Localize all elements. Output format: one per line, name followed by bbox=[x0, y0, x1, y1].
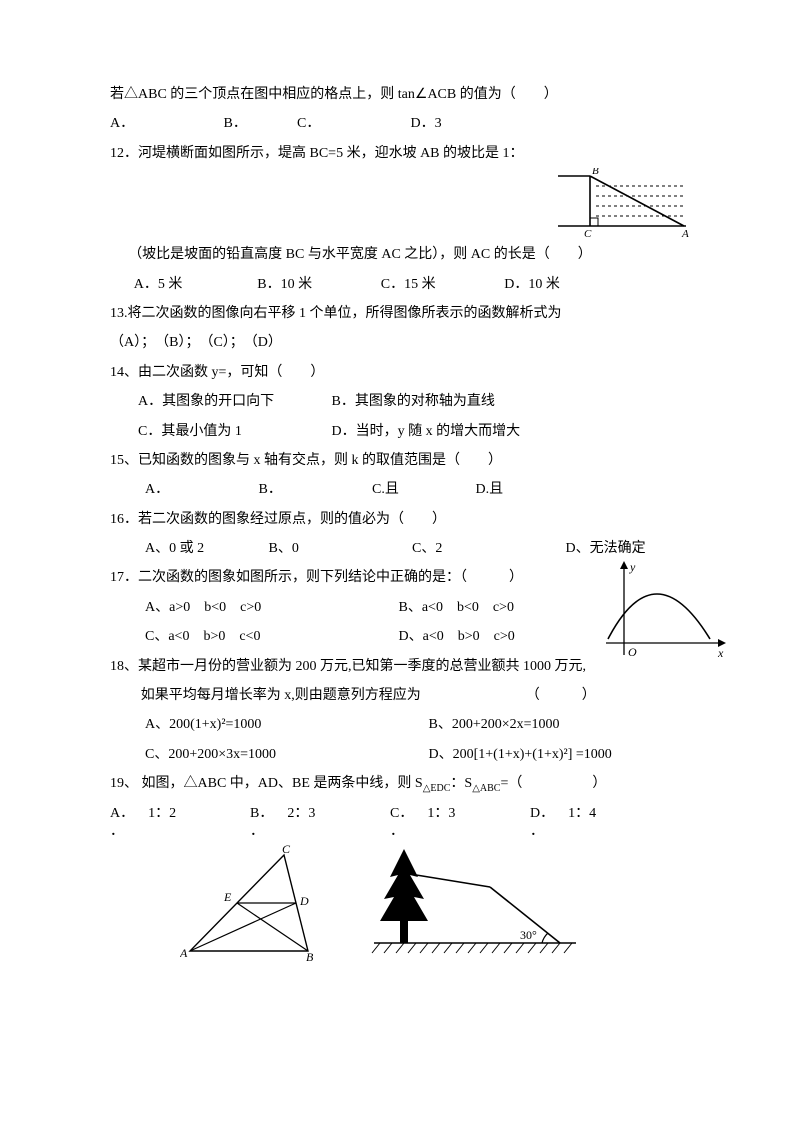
q19-stem-b: =（ ） bbox=[500, 776, 606, 791]
q17-opt-c: C、a<0 b>0 c<0 bbox=[145, 622, 395, 651]
q18-opt-b: B、200+200×2x=1000 bbox=[429, 710, 560, 739]
svg-text:A: A bbox=[180, 946, 188, 960]
q12-figure: B C A bbox=[554, 168, 690, 238]
svg-text:30°: 30° bbox=[520, 928, 537, 942]
q19-opt-a: 1：2 bbox=[148, 799, 176, 828]
svg-text:B: B bbox=[306, 950, 314, 963]
q19-figures: A B C E D 30° bbox=[110, 843, 690, 963]
svg-text:D: D bbox=[299, 894, 309, 908]
svg-text:O: O bbox=[628, 645, 637, 659]
q17-figure: y x O bbox=[600, 559, 730, 669]
q15-stem: 15、已知函数的图象与 x 轴有交点，则 k 的取值范围是（ ） bbox=[110, 446, 690, 475]
svg-text:C: C bbox=[584, 228, 592, 238]
q12-opt-d: D．10 米 bbox=[504, 270, 560, 299]
q12-cont: （坡比是坡面的铅直高度 BC 与水平宽度 AC 之比），则 AC 的长是（ ） bbox=[110, 240, 690, 269]
q18-row1: A、200(1+x)²=1000 B、200+200×2x=1000 bbox=[110, 710, 690, 739]
q11-stem: 若△ABC 的三个顶点在图中相应的格点上，则 tan∠ACB 的值为（ ） bbox=[110, 80, 690, 109]
svg-text:A: A bbox=[681, 228, 689, 238]
q19-sub1: △EDC bbox=[423, 783, 451, 794]
q14-opt-c: C．其最小值为 1 bbox=[138, 417, 328, 446]
q19-figure-slope: 30° bbox=[370, 843, 580, 963]
q11-options: A． B． C． D．3 bbox=[110, 109, 690, 138]
q19-sub2: △ABC bbox=[472, 783, 500, 794]
q18-opt-a: A、200(1+x)²=1000 bbox=[145, 710, 425, 739]
q19-opt-c: 1：3 bbox=[427, 799, 455, 828]
q12-stem: 12．河堤横断面如图所示，堤高 BC=5 米，迎水坡 AB 的坡比是 1： bbox=[110, 139, 690, 168]
q14-opt-b: B．其图象的对称轴为直线 bbox=[332, 387, 495, 416]
q19-mid: ：S bbox=[450, 776, 472, 791]
q19-opt-d: 1：4 bbox=[568, 799, 596, 828]
q13-options: （A）； （B）； （C）； （D） bbox=[110, 328, 690, 357]
q12-opt-c: C．15 米 bbox=[381, 270, 501, 299]
svg-text:E: E bbox=[223, 890, 232, 904]
q18-opt-d: D、200[1+(1+x)+(1+x)²] =1000 bbox=[429, 740, 612, 769]
svg-text:x: x bbox=[717, 646, 724, 660]
q15-opt-d: D.且 bbox=[476, 475, 504, 504]
q16-opt-a: A、0 或 2 bbox=[145, 534, 265, 563]
q14-row1: A．其图象的开口向下 B．其图象的对称轴为直线 bbox=[110, 387, 690, 416]
q16-opt-b: B、0 bbox=[269, 534, 409, 563]
q17-opt-a: A、a>0 b<0 c>0 bbox=[145, 593, 395, 622]
q19-opt-b: 2：3 bbox=[287, 799, 315, 828]
q19-stem-a: 19、 如图，△ABC 中，AD、BE 是两条中线，则 S bbox=[110, 776, 423, 791]
q14-stem: 14、由二次函数 y=，可知（ ） bbox=[110, 358, 690, 387]
q19-stem: 19、 如图，△ABC 中，AD、BE 是两条中线，则 S△EDC：S△ABC=… bbox=[110, 769, 690, 799]
q15-opt-b: B． bbox=[259, 475, 369, 504]
svg-text:C: C bbox=[282, 843, 291, 856]
q19-options-dots: ．．．． bbox=[110, 828, 690, 836]
q11-opt-a: A． bbox=[110, 109, 220, 138]
q16-opt-d: D、无法确定 bbox=[566, 534, 646, 563]
q11-opt-c: C． bbox=[297, 109, 407, 138]
q15-options: A． B． C.且 D.且 bbox=[110, 475, 690, 504]
q11-opt-b: B． bbox=[224, 109, 294, 138]
q16-options: A、0 或 2 B、0 C、2 D、无法确定 bbox=[110, 534, 690, 563]
q14-opt-d: D．当时，y 随 x 的增大而增大 bbox=[332, 417, 521, 446]
q19-figure-triangle: A B C E D bbox=[180, 843, 330, 963]
q12-opt-a: A．5 米 bbox=[134, 270, 254, 299]
q18-opt-c: C、200+200×3x=1000 bbox=[145, 740, 425, 769]
q15-opt-c: C.且 bbox=[372, 475, 472, 504]
q17-opt-b: B、a<0 b<0 c>0 bbox=[399, 593, 514, 622]
q12-opt-b: B．10 米 bbox=[257, 270, 377, 299]
q13-stem: 13.将二次函数的图像向右平移 1 个单位，所得图像所表示的函数解析式为 bbox=[110, 299, 690, 328]
q15-opt-a: A． bbox=[145, 475, 255, 504]
q17-opt-d: D、a<0 b>0 c>0 bbox=[399, 622, 515, 651]
q16-opt-c: C、2 bbox=[412, 534, 562, 563]
q16-stem: 16．若二次函数的图象经过原点，则的值必为（ ） bbox=[110, 505, 690, 534]
q18-row2: C、200+200×3x=1000 D、200[1+(1+x)+(1+x)²] … bbox=[110, 740, 690, 769]
q11-opt-d: D．3 bbox=[411, 109, 442, 138]
svg-text:B: B bbox=[592, 168, 599, 177]
q14-opt-a: A．其图象的开口向下 bbox=[138, 387, 328, 416]
q14-row2: C．其最小值为 1 D．当时，y 随 x 的增大而增大 bbox=[110, 417, 690, 446]
q12-options: A．5 米 B．10 米 C．15 米 D．10 米 bbox=[110, 270, 690, 299]
q18-cont: 如果平均每月增长率为 x,则由题意列方程应为 （ ） bbox=[110, 681, 690, 710]
